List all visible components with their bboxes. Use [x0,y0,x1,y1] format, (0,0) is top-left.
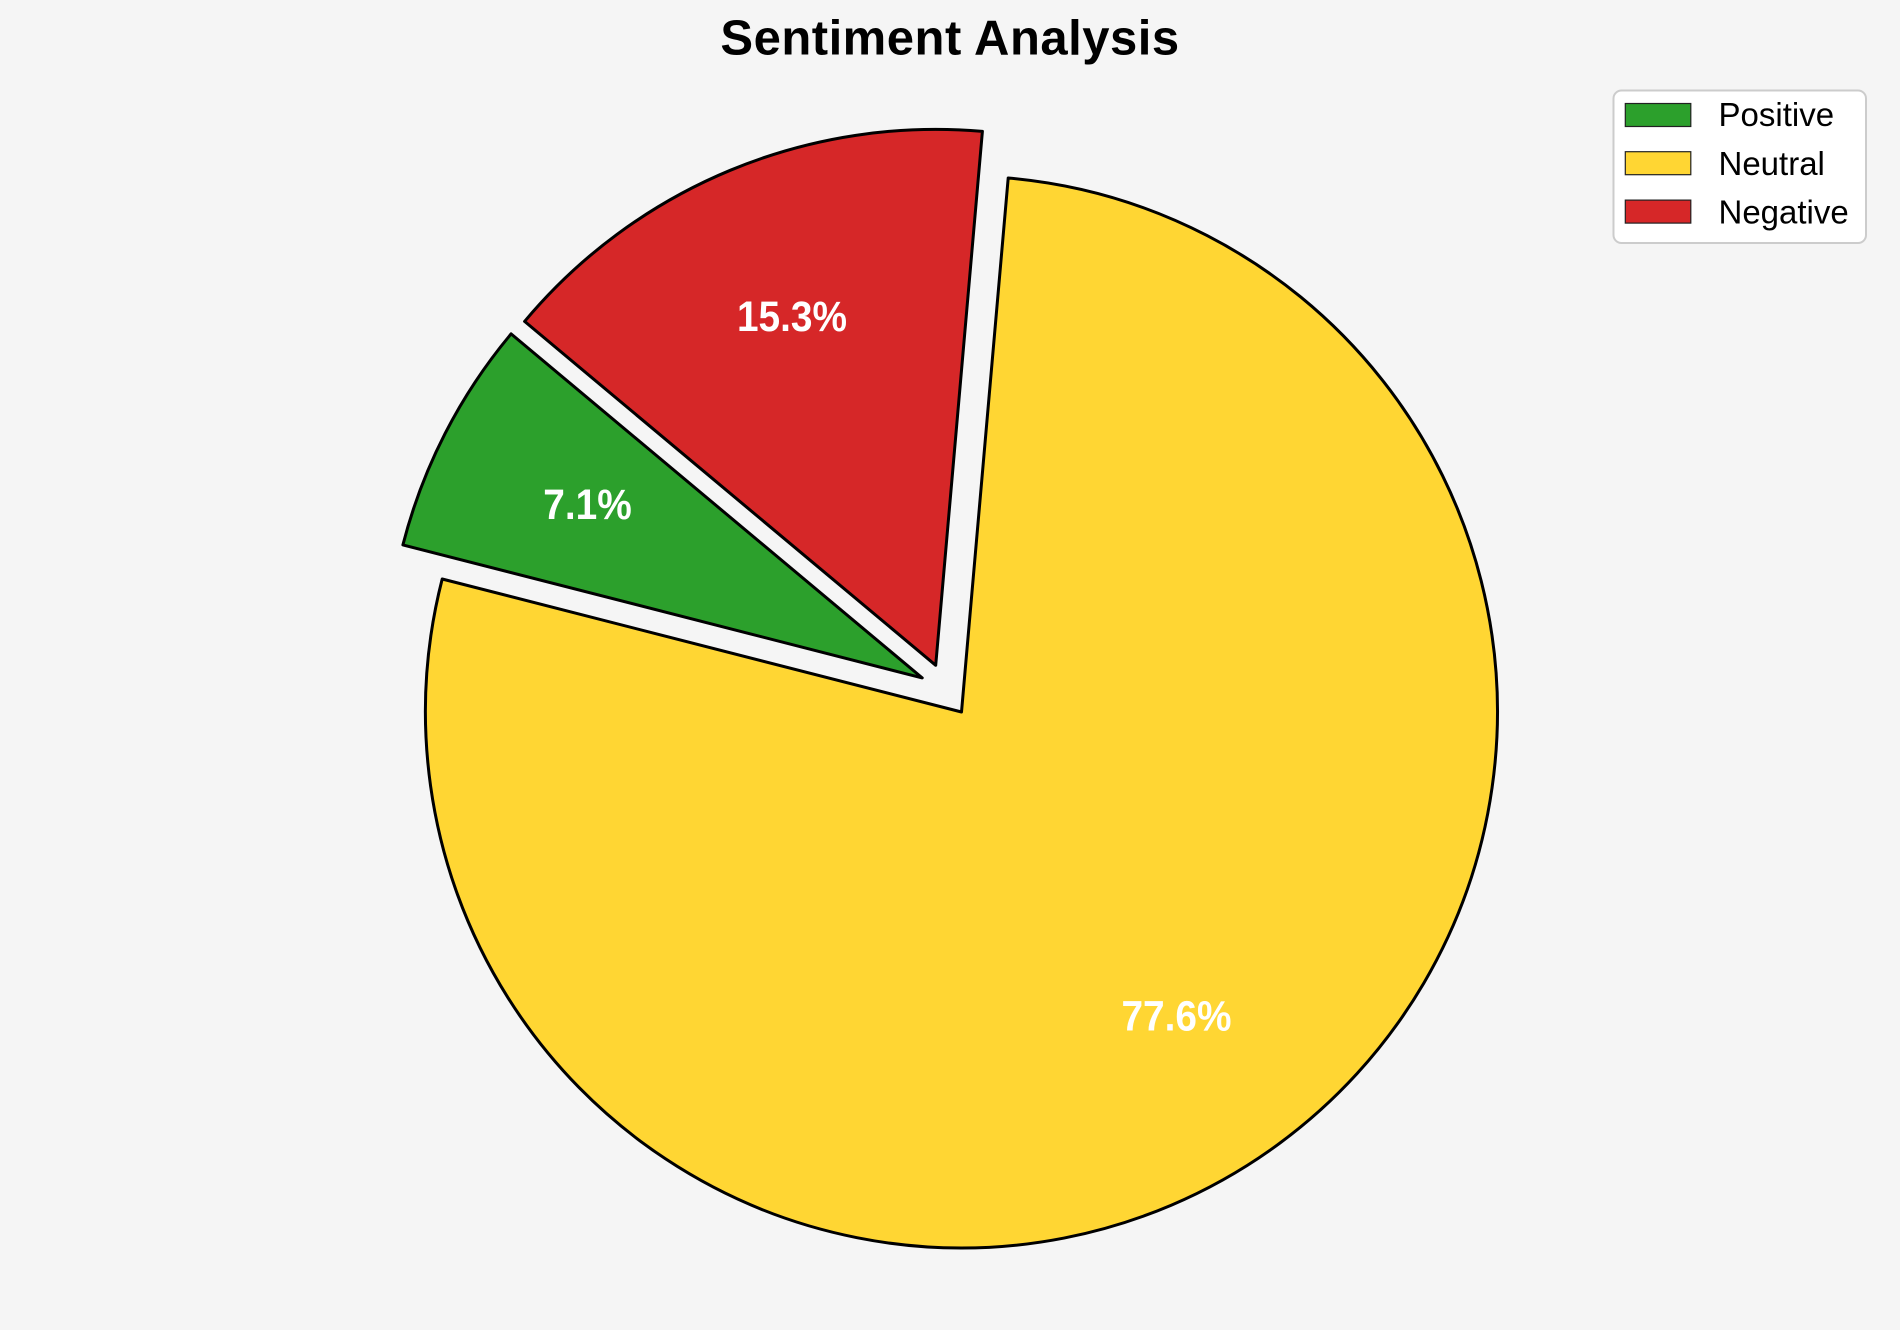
svg-text:7.1%: 7.1% [543,480,631,528]
svg-text:Positive: Positive [1719,96,1835,133]
svg-text:Negative: Negative [1719,194,1849,231]
svg-text:Neutral: Neutral [1719,145,1825,182]
svg-text:Sentiment Analysis: Sentiment Analysis [720,12,1179,66]
svg-text:77.6%: 77.6% [1121,992,1231,1040]
svg-text:15.3%: 15.3% [737,292,847,340]
